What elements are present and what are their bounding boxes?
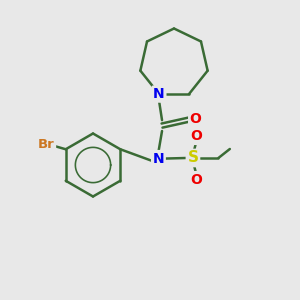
- Text: O: O: [190, 129, 202, 143]
- Text: O: O: [190, 112, 202, 126]
- Text: Br: Br: [38, 138, 55, 151]
- Text: S: S: [188, 151, 198, 166]
- Text: N: N: [153, 152, 164, 166]
- Text: N: N: [153, 87, 165, 101]
- Text: O: O: [190, 172, 202, 187]
